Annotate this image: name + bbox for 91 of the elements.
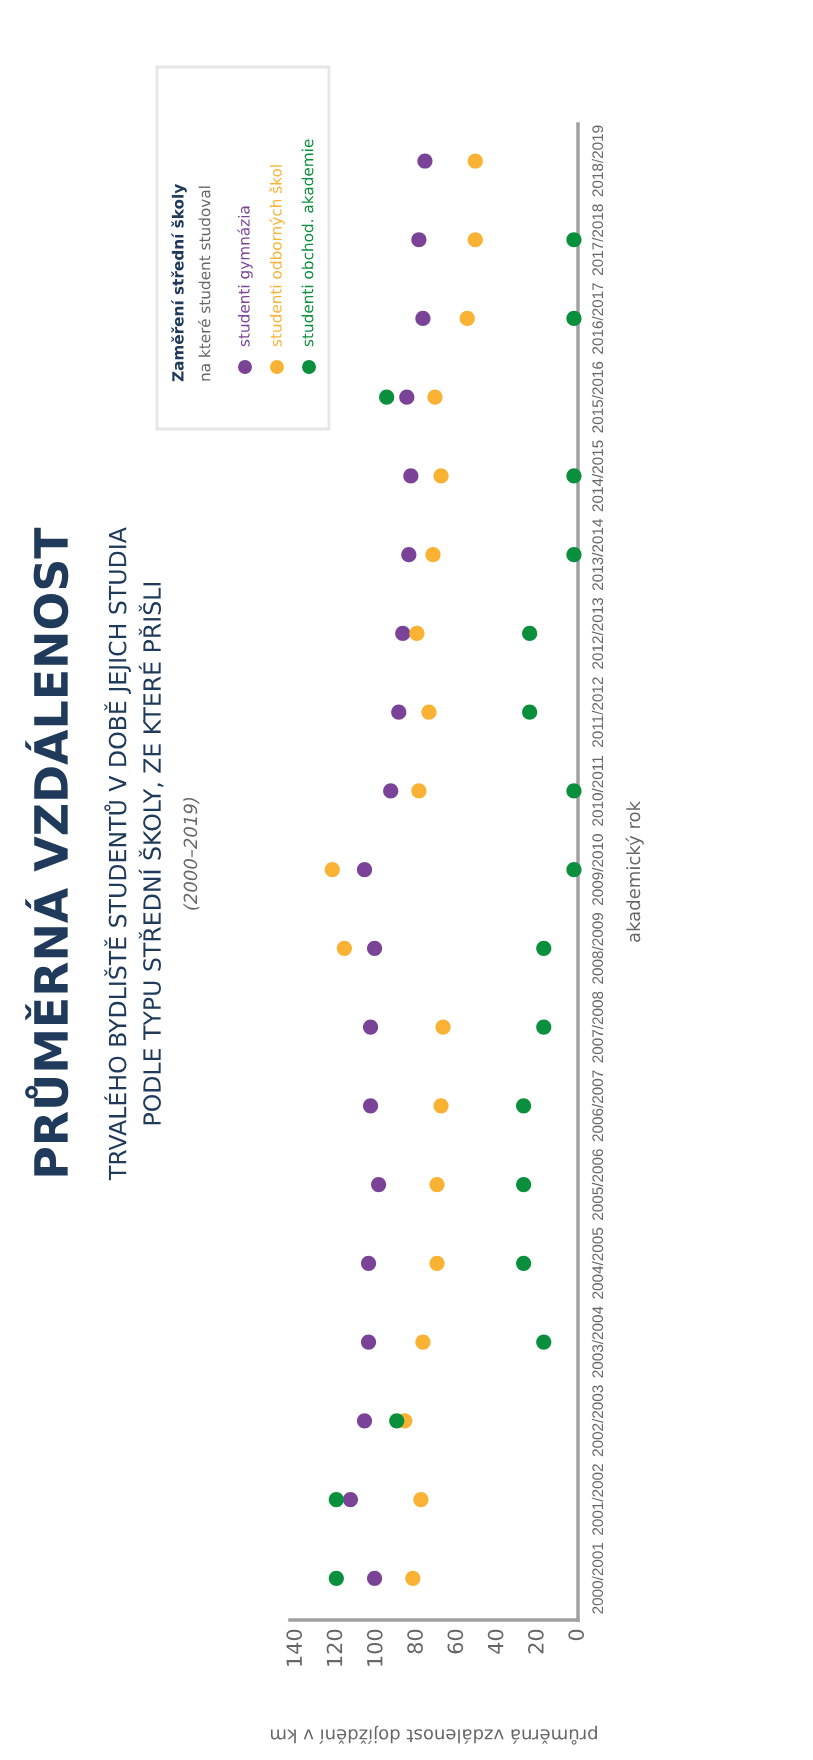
point	[399, 389, 415, 405]
text: TRVALÉHO BYDLIŠTĚ STUDENTŮ V DOBĚ JEJICH STUDIA PODLE TYPU STŘEDNÍ ŠKOLY, ZE KTERÉ PŘIŠLI	[104, 527, 164, 1181]
point	[401, 547, 417, 563]
y-tick-label: 2002/2003	[591, 1385, 604, 1457]
y-tick-label: 2017/2018	[591, 204, 604, 276]
x-tick-label: 140	[286, 1629, 303, 1666]
point	[536, 1334, 552, 1350]
legend-title: Zaměření střední školy na které student studoval	[171, 184, 211, 382]
y-tick-label: 2010/2011	[591, 756, 604, 826]
point	[356, 1413, 373, 1429]
point	[362, 1098, 379, 1114]
point	[362, 1019, 379, 1035]
point	[566, 310, 582, 327]
point	[566, 232, 582, 248]
y-tick-label: 2009/2010	[591, 834, 604, 905]
x-axis-title: průměrná vzdálenost dojíždění v km	[270, 1725, 597, 1745]
point	[395, 625, 411, 642]
point	[522, 625, 538, 642]
point	[328, 1570, 344, 1586]
point	[389, 1413, 405, 1429]
point	[379, 389, 395, 405]
point	[433, 468, 449, 484]
point	[429, 1255, 445, 1271]
point	[366, 1570, 383, 1586]
point	[566, 468, 582, 484]
point	[383, 783, 399, 799]
text: (2000–2019)	[183, 797, 200, 910]
text: studenti odborných škol	[269, 165, 285, 347]
point	[566, 862, 582, 878]
point	[516, 1098, 532, 1114]
text: PRŮMĚRNÁ VZDÁLENOST	[25, 527, 69, 1176]
y-tick-label: 2014/2015	[591, 440, 604, 512]
y-tick-label: 2003/2004	[591, 1306, 604, 1378]
y-tick-label: 2015/2016	[591, 361, 604, 433]
y-tick-label: 2012/2013	[591, 597, 604, 669]
point	[360, 1255, 377, 1271]
point	[356, 862, 373, 878]
point	[516, 1255, 532, 1271]
x-tick-label: 80	[407, 1629, 423, 1654]
point	[413, 1491, 429, 1508]
point	[342, 1491, 359, 1508]
y-tick-label: 2001/2002	[591, 1464, 604, 1535]
y-tick-label: 2013/2014	[591, 519, 604, 591]
point	[411, 232, 427, 248]
y-tick-label: 2005/2006	[591, 1149, 604, 1220]
point	[425, 547, 441, 563]
x-tick-label: 40	[487, 1629, 504, 1654]
point	[360, 1334, 377, 1350]
point	[522, 704, 538, 720]
point	[415, 310, 431, 327]
point	[566, 783, 582, 799]
y-tick-label: 2011/2012	[591, 677, 604, 747]
y-tick-label: 2018/2019	[591, 125, 604, 197]
x-tick-label: 20	[528, 1629, 544, 1654]
y-tick-label: 2004/2005	[591, 1227, 604, 1299]
y-tick-label: 2007/2008	[591, 991, 604, 1063]
y-tick-label: 2008/2009	[591, 912, 604, 984]
point	[467, 153, 483, 169]
point	[324, 862, 340, 878]
point	[411, 783, 427, 799]
point	[391, 704, 407, 720]
x-tick-label: 0	[568, 1629, 585, 1641]
x-tick-label: 100	[366, 1629, 383, 1666]
point	[403, 468, 419, 484]
point	[371, 1176, 387, 1193]
point	[421, 704, 437, 720]
point	[536, 940, 552, 956]
point	[417, 153, 433, 169]
point	[467, 232, 483, 248]
point	[459, 310, 475, 327]
y-tick-label: 2000/2001	[591, 1542, 604, 1614]
point	[435, 1019, 451, 1035]
point	[366, 940, 383, 956]
point	[409, 625, 425, 642]
x-tick-label: 120	[326, 1629, 343, 1666]
point	[427, 389, 443, 405]
point	[405, 1570, 421, 1586]
point	[328, 1491, 344, 1508]
text: studenti gymnázia	[237, 206, 253, 347]
point	[516, 1176, 532, 1193]
point	[415, 1334, 431, 1350]
y-tick-label: 2016/2017	[591, 283, 604, 354]
point	[566, 547, 582, 563]
point	[429, 1176, 445, 1193]
point	[536, 1019, 552, 1035]
point	[433, 1098, 449, 1114]
y-axis-title: akademický rok	[625, 800, 644, 942]
point	[336, 940, 352, 956]
y-tick-label: 2006/2007	[591, 1070, 604, 1142]
text: studenti obchod. akademie	[301, 139, 314, 347]
x-tick-label: 60	[447, 1629, 464, 1654]
